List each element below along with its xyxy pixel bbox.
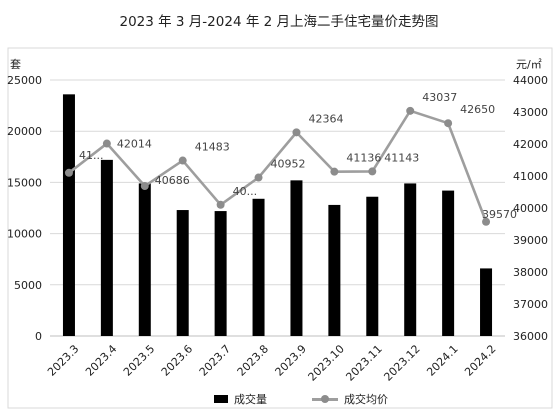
price-point: [406, 106, 415, 115]
left-tick-label: 0: [35, 330, 42, 343]
bar: [100, 159, 113, 336]
left-tick-label: 15000: [7, 176, 42, 189]
legend-label-volume: 成交量: [234, 393, 267, 406]
price-data-label: 39570: [482, 208, 517, 221]
bar: [290, 180, 303, 336]
price-data-label: 42650: [460, 103, 495, 116]
x-tick-label: 2023.8: [235, 342, 271, 378]
price-point: [444, 119, 453, 128]
bar: [252, 198, 265, 336]
left-axis-unit: 套: [10, 58, 21, 71]
left-tick-label: 20000: [7, 125, 42, 138]
price-point: [216, 200, 225, 209]
x-tick-label: 2023.11: [343, 342, 384, 383]
right-tick-label: 43000: [513, 106, 548, 119]
price-data-label: 41...: [79, 149, 104, 162]
x-tick-label: 2023.7: [197, 342, 233, 378]
legend-line-swatch: [312, 395, 338, 403]
bar: [366, 196, 379, 336]
price-data-label: 42014: [117, 138, 152, 151]
left-tick-label: 10000: [7, 228, 42, 241]
price-data-label: 41483: [195, 141, 230, 154]
price-point: [64, 168, 73, 177]
bar: [480, 268, 493, 336]
bar: [404, 183, 417, 336]
right-tick-label: 36000: [513, 330, 548, 343]
price-point: [482, 217, 491, 226]
x-tick-label: 2024.2: [462, 342, 498, 378]
bar: [442, 190, 455, 336]
bar: [62, 94, 75, 336]
right-tick-label: 38000: [513, 266, 548, 279]
right-tick-label: 40000: [513, 202, 548, 215]
bar: [176, 210, 189, 336]
x-tick-label: 2023.9: [273, 342, 309, 378]
x-tick-label: 2023.3: [45, 342, 81, 378]
x-tick-label: 2024.1: [424, 342, 460, 378]
legend: 成交量 成交均价: [0, 391, 558, 407]
legend-label-price: 成交均价: [344, 393, 388, 406]
right-tick-label: 41000: [513, 170, 548, 183]
price-data-label: 40...: [233, 185, 258, 198]
x-tick-label: 2023.12: [381, 342, 422, 383]
legend-bar-swatch: [214, 395, 228, 403]
right-tick-label: 39000: [513, 234, 548, 247]
bar: [214, 211, 227, 336]
legend-item-price: 成交均价: [312, 391, 388, 407]
x-tick-label: 2023.10: [306, 342, 347, 383]
bar: [138, 183, 151, 336]
bar: [328, 204, 341, 336]
x-tick-label: 2023.4: [83, 342, 119, 378]
price-point: [102, 139, 111, 148]
right-tick-label: 37000: [513, 298, 548, 311]
right-tick-label: 44000: [513, 74, 548, 87]
price-point: [292, 128, 301, 137]
price-data-label: 41143: [384, 151, 419, 164]
price-data-label: 42364: [308, 112, 343, 125]
price-point: [368, 167, 377, 176]
price-line: [68, 109, 488, 223]
right-axis-unit: 元/㎡: [516, 58, 542, 71]
price-point: [140, 182, 149, 191]
legend-item-volume: 成交量: [214, 391, 267, 407]
price-data-label: 43037: [422, 91, 457, 104]
price-data-label: 40686: [155, 174, 190, 187]
price-point: [330, 167, 339, 176]
right-tick-label: 42000: [513, 138, 548, 151]
chart-frame: [7, 47, 553, 409]
price-data-label: 40952: [271, 158, 306, 171]
left-tick-label: 5000: [14, 279, 42, 292]
price-point: [178, 156, 187, 165]
price-point: [254, 173, 263, 182]
chart-title: 2023 年 3 月-2024 年 2 月上海二手住宅量价走势图: [119, 14, 439, 30]
x-tick-label: 2023.6: [159, 342, 195, 378]
price-data-label: 41136: [346, 152, 381, 165]
left-tick-label: 25000: [7, 74, 42, 87]
x-tick-label: 2023.5: [121, 342, 157, 378]
